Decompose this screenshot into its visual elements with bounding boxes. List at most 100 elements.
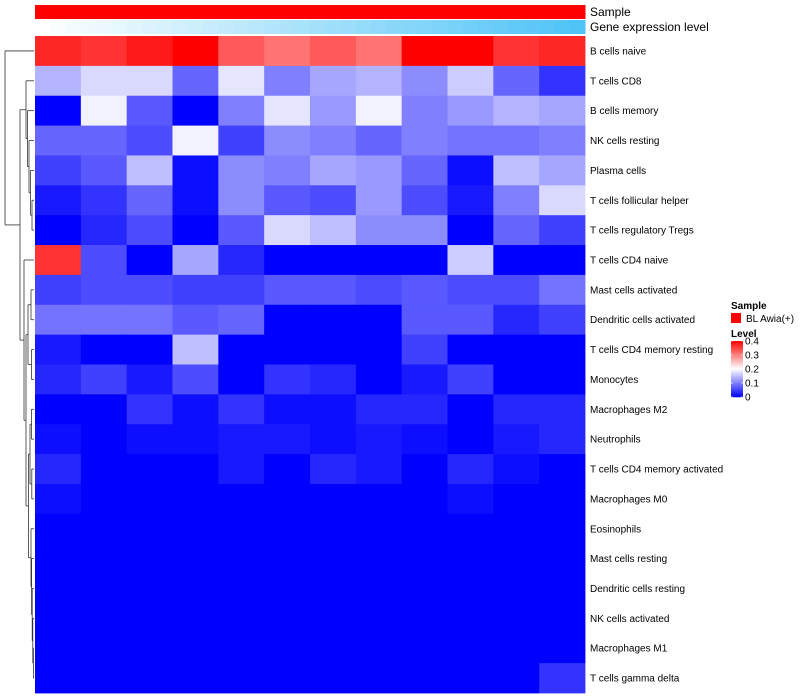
heatmap-cell bbox=[493, 364, 540, 395]
heatmap-cell bbox=[218, 483, 265, 515]
sample-annotation-cell bbox=[96, 5, 112, 19]
heatmap-cell bbox=[264, 364, 311, 395]
heatmap-cell bbox=[35, 364, 82, 395]
heatmap-cell bbox=[218, 364, 265, 395]
expression-annotation-cell bbox=[96, 20, 112, 34]
heatmap-cell bbox=[35, 274, 82, 306]
heatmap-cell bbox=[80, 95, 128, 126]
heatmap-cell bbox=[401, 424, 448, 455]
heatmap-cell bbox=[401, 215, 448, 246]
heatmap-cell bbox=[80, 454, 128, 485]
heatmap-cell bbox=[447, 663, 494, 694]
heatmap-cell bbox=[80, 274, 128, 306]
heatmap-cell bbox=[401, 633, 448, 664]
legend-level-gradient-segment bbox=[731, 378, 743, 381]
heatmap-cell bbox=[447, 185, 494, 216]
legend-level-gradient-segment bbox=[731, 342, 743, 345]
heatmap-cell bbox=[355, 95, 403, 126]
heatmap-cell bbox=[218, 633, 265, 664]
heatmap-cell bbox=[35, 394, 82, 425]
heatmap-cell bbox=[264, 245, 311, 276]
heatmap-cell bbox=[539, 394, 586, 425]
heatmap-cell bbox=[447, 603, 494, 634]
heatmap-cell bbox=[80, 663, 128, 694]
sample-annotation-cell bbox=[462, 5, 479, 19]
row-label: Neutrophils bbox=[590, 435, 641, 446]
row-label: T cells CD4 naive bbox=[590, 255, 669, 266]
heatmap-cell bbox=[126, 334, 173, 365]
sample-annotation-cell bbox=[111, 5, 128, 19]
heatmap-cell bbox=[218, 245, 265, 276]
legend-level-gradient-segment bbox=[731, 341, 743, 343]
expression-annotation-cell bbox=[523, 20, 540, 34]
heatmap-cell bbox=[355, 245, 403, 276]
heatmap-cell bbox=[539, 245, 586, 276]
heatmap-cell bbox=[80, 543, 128, 574]
legend-level-gradient-segment bbox=[731, 391, 743, 394]
heatmap-cell bbox=[310, 155, 357, 186]
heatmap-cell bbox=[264, 603, 311, 634]
heatmap-cell bbox=[80, 394, 128, 425]
heatmap-cell bbox=[126, 603, 173, 634]
heatmap-cell bbox=[310, 454, 357, 485]
heatmap-cell bbox=[310, 36, 357, 67]
heatmap-cell bbox=[493, 36, 540, 67]
expression-annotation-cell bbox=[493, 20, 510, 34]
expression-annotation-cell bbox=[233, 20, 250, 34]
sample-annotation-cell bbox=[187, 5, 204, 19]
expression-annotation-cell bbox=[539, 20, 555, 34]
heatmap-cell bbox=[539, 36, 586, 67]
legend-level-gradient-segment bbox=[731, 357, 743, 360]
heatmap-cell bbox=[355, 483, 403, 515]
heatmap-cell bbox=[35, 513, 82, 545]
heatmap-cell bbox=[264, 274, 311, 306]
heatmap-cell bbox=[35, 603, 82, 634]
legend-level-gradient-segment bbox=[731, 387, 743, 389]
heatmap-cell bbox=[172, 424, 219, 455]
heatmap-cell bbox=[172, 215, 219, 246]
heatmap-cell bbox=[310, 513, 357, 545]
heatmap-cell bbox=[447, 424, 494, 455]
heatmap-cell bbox=[264, 215, 311, 246]
heatmap-cell bbox=[493, 185, 540, 216]
legend-level-gradient-segment bbox=[731, 392, 743, 395]
legend-level-gradient-segment bbox=[731, 356, 743, 359]
heatmap-cell bbox=[539, 274, 586, 306]
legend-level-gradient-segment bbox=[731, 381, 743, 384]
expression-annotation-cell bbox=[187, 20, 204, 34]
heatmap-cell bbox=[401, 573, 448, 604]
row-label: B cells memory bbox=[590, 106, 658, 117]
expression-annotation-cell bbox=[554, 20, 571, 34]
sample-annotation-cell bbox=[294, 5, 311, 19]
legend-level-gradient-segment bbox=[731, 388, 743, 391]
expression-annotation-cell bbox=[310, 20, 326, 34]
legend-level-gradient-segment bbox=[731, 377, 743, 380]
row-label: T cells gamma delta bbox=[590, 674, 680, 685]
heatmap-cell bbox=[264, 334, 311, 365]
heatmap-cell bbox=[539, 65, 586, 97]
row-label: Dendritic cells resting bbox=[590, 584, 685, 595]
heatmap-cell bbox=[264, 394, 311, 425]
sample-annotation-cell bbox=[554, 5, 571, 19]
expression-annotation-cell bbox=[264, 20, 280, 34]
heatmap-cell bbox=[80, 36, 128, 67]
heatmap-cell bbox=[310, 185, 357, 216]
heatmap-cell bbox=[172, 274, 219, 306]
heatmap-cell bbox=[35, 155, 82, 186]
sample-annotation-cell bbox=[80, 5, 97, 19]
legend-level-title: Level bbox=[731, 329, 757, 340]
row-label: NK cells resting bbox=[590, 136, 659, 147]
heatmap-cell bbox=[401, 274, 448, 306]
heatmap-cell bbox=[80, 245, 128, 276]
heatmap-cell bbox=[493, 454, 540, 485]
heatmap-cell bbox=[264, 663, 311, 694]
legend-sample-label: BL Awia(+) bbox=[746, 314, 794, 325]
expression-annotation-cell bbox=[111, 20, 128, 34]
expression-annotation-cell bbox=[203, 20, 219, 34]
heatmap-cell bbox=[172, 603, 219, 634]
row-label: Mast cells resting bbox=[590, 554, 667, 565]
legend-level-gradient-segment bbox=[731, 370, 743, 373]
heatmap-cell bbox=[493, 334, 540, 365]
heatmap-cell bbox=[218, 155, 265, 186]
